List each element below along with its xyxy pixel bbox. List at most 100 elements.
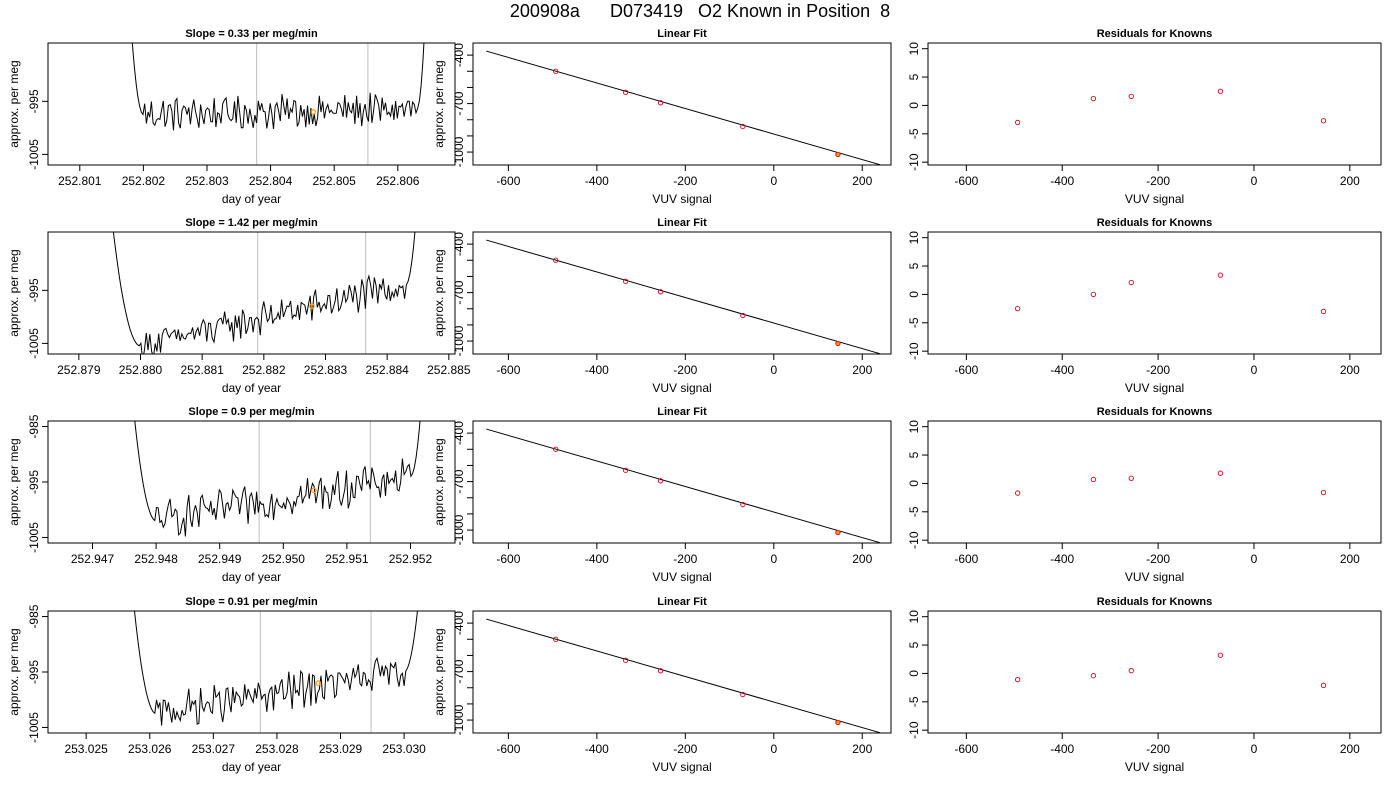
x-tick-label: 200 (852, 742, 872, 756)
y-tick-label: -995 (27, 89, 41, 113)
panel-title: Slope = 0.33 per meg/min (185, 28, 318, 40)
plot-area (1014, 272, 1327, 315)
plot-frame (472, 610, 892, 734)
x-tick-label: -200 (1146, 552, 1170, 566)
y-tick-label: -700 (452, 280, 466, 304)
plot-area (486, 618, 881, 733)
y-tick-label: -1000 (452, 514, 466, 545)
plot-area (1014, 470, 1327, 496)
panel-title: Residuals for Knowns (1097, 217, 1213, 229)
residual-point (1128, 93, 1134, 99)
x-tick-label: -400 (1050, 552, 1074, 566)
x-tick-label: 0 (1251, 174, 1258, 188)
highlighted-data-point (835, 529, 841, 536)
plot-frame (47, 42, 456, 166)
y-tick-label: -10 (907, 721, 921, 739)
x-tick-label: -600 (954, 363, 978, 377)
y-tick-label: -1000 (452, 136, 466, 167)
x-tick-label: 252.951 (325, 552, 369, 566)
y-tick-label: -10 (907, 531, 921, 549)
x-tick-label: 252.947 (71, 552, 115, 566)
y-tick-label: -5 (907, 128, 921, 139)
signal-trace (112, 232, 416, 354)
plot-frame (927, 610, 1382, 734)
panel-title: Residuals for Knowns (1097, 596, 1213, 608)
residual-point (1217, 272, 1224, 278)
x-tick-label: -600 (496, 174, 520, 188)
x-axis-label: VUV signal (652, 760, 711, 774)
y-tick-label: -995 (27, 470, 41, 494)
plot-area (1014, 652, 1327, 688)
linear-fit-panel-row-3: Linear Fit -600 -400 -200 0 200 -400 -700 -1000 V… (432, 406, 892, 584)
signal-trace (134, 421, 421, 537)
y-axis-label: approx. per meg (432, 249, 446, 336)
y-tick-label: -985 (27, 414, 41, 438)
residual-point (1090, 476, 1097, 483)
y-tick-label: -5 (907, 317, 921, 328)
data-point (553, 257, 559, 263)
panel-title: Residuals for Knowns (1097, 28, 1213, 40)
x-tick-label: 253.025 (64, 742, 108, 756)
y-tick-label: 5 (907, 262, 921, 269)
panel-title: Slope = 0.91 per meg/min (185, 596, 318, 608)
x-tick-label: -400 (585, 174, 609, 188)
signal-trace (133, 611, 418, 726)
current-point-marker (309, 303, 315, 310)
x-tick-label: 252.883 (304, 363, 348, 377)
y-tick-label: -1000 (452, 704, 466, 735)
panel-title: Linear Fit (657, 28, 707, 40)
x-axis-label: VUV signal (1125, 381, 1184, 395)
data-point (622, 278, 629, 284)
residual-point (1128, 475, 1134, 481)
x-tick-label: 252.952 (389, 552, 433, 566)
y-tick-label: -700 (452, 91, 466, 115)
x-tick-label: -600 (496, 742, 520, 756)
x-tick-label: 0 (1251, 552, 1258, 566)
x-tick-label: 0 (770, 363, 777, 377)
timeseries-panel-row-1: Slope = 0.33 per meg/min 252.801 252.802 25… (7, 28, 456, 206)
x-tick-label: 200 (1340, 552, 1360, 566)
fit-line (486, 618, 881, 733)
plot-area (134, 421, 421, 543)
plot-area (131, 43, 425, 165)
data-point (657, 289, 664, 295)
y-axis-label: approx. per meg (7, 60, 21, 147)
x-tick-label: -600 (954, 174, 978, 188)
x-tick-label: 253.029 (319, 742, 363, 756)
x-tick-label: 252.950 (262, 552, 306, 566)
highlighted-data-point (835, 340, 841, 347)
residuals-panel-row-1: Residuals for Knowns -600 -400 -200 0 200 10 5 0… (907, 28, 1382, 206)
x-tick-label: 0 (770, 742, 777, 756)
highlighted-data-point (835, 719, 841, 726)
residual-point (1217, 88, 1224, 94)
x-tick-label: 252.885 (427, 363, 471, 377)
y-tick-label: 0 (907, 291, 921, 298)
residual-point (1320, 118, 1327, 124)
current-point-marker (315, 680, 322, 686)
data-point (553, 446, 559, 452)
y-tick-label: 10 (907, 420, 921, 434)
y-tick-label: 10 (907, 610, 921, 624)
x-tick-label: -600 (954, 742, 978, 756)
x-tick-label: -400 (1050, 742, 1074, 756)
panel-title: Linear Fit (657, 217, 707, 229)
x-tick-label: 200 (852, 363, 872, 377)
x-tick-label: -600 (496, 552, 520, 566)
x-axis-label: VUV signal (652, 570, 711, 584)
plot-frame (47, 231, 456, 355)
y-axis-label: approx. per meg (432, 438, 446, 525)
residual-point (1014, 119, 1021, 126)
data-point (657, 478, 664, 484)
x-axis-label: day of year (222, 570, 281, 584)
x-tick-label: 252.804 (249, 174, 293, 188)
residual-point (1320, 682, 1327, 688)
x-axis-label: VUV signal (1125, 760, 1184, 774)
panel-title: Slope = 1.42 per meg/min (185, 217, 318, 229)
y-tick-label: 10 (907, 42, 921, 56)
residual-point (1128, 279, 1134, 286)
x-axis-label: VUV signal (652, 381, 711, 395)
data-point (657, 100, 664, 106)
y-tick-label: -400 (452, 611, 466, 635)
residual-point (1320, 308, 1327, 315)
